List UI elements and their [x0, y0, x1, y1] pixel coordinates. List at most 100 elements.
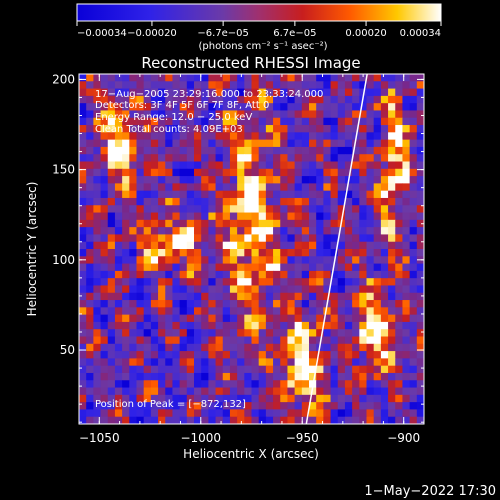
heatmap-cell: [107, 190, 116, 199]
heatmap-cell: [402, 125, 411, 133]
heatmap-cell: [244, 249, 252, 257]
heatmap-cell: [208, 416, 217, 424]
heatmap-cell: [136, 343, 145, 352]
heatmap-cell: [337, 300, 346, 308]
heatmap-cell: [273, 285, 281, 294]
heatmap-cell: [294, 365, 303, 374]
heatmap-cell: [129, 380, 137, 389]
heatmap-cell: [395, 300, 403, 308]
heatmap-cell: [129, 270, 137, 279]
heatmap-cell: [136, 176, 145, 184]
heatmap-cell: [237, 285, 245, 294]
heatmap-cell: [93, 161, 102, 170]
heatmap-cell: [273, 125, 281, 133]
heatmap-cell: [129, 263, 137, 272]
heatmap-cell: [107, 125, 116, 133]
heatmap-cell: [136, 329, 145, 337]
heatmap-cell: [359, 358, 367, 367]
heatmap-cell: [265, 402, 274, 410]
heatmap-cell: [107, 307, 116, 316]
heatmap-cell: [93, 183, 102, 192]
heatmap-cell: [409, 132, 418, 141]
heatmap-cell: [373, 219, 382, 228]
heatmap-cell: [344, 197, 353, 206]
heatmap-cell: [352, 168, 360, 177]
heatmap-cell: [330, 161, 339, 170]
heatmap-cell: [366, 256, 375, 265]
heatmap-cell: [107, 132, 116, 141]
heatmap-cell: [186, 358, 195, 367]
heatmap-cell: [186, 219, 195, 228]
heatmap-cell: [244, 285, 252, 294]
heatmap-cell: [309, 365, 317, 374]
heatmap-cell: [93, 314, 102, 323]
heatmap-cell: [294, 161, 303, 170]
heatmap-cell: [179, 416, 188, 424]
heatmap-cell: [309, 263, 317, 272]
heatmap-cell: [136, 125, 145, 133]
heatmap-cell: [100, 146, 109, 155]
heatmap-cell: [186, 234, 195, 243]
heatmap-cell: [201, 241, 209, 250]
heatmap-cell: [344, 183, 353, 192]
heatmap-cell: [244, 81, 252, 90]
heatmap-cell: [359, 205, 367, 214]
heatmap-cell: [158, 117, 166, 126]
heatmap-cell: [309, 74, 317, 82]
heatmap-cell: [287, 329, 296, 337]
heatmap-cell: [186, 285, 195, 294]
heatmap-cell: [280, 197, 288, 206]
heatmap-cell: [373, 110, 382, 119]
heatmap-cell: [395, 256, 403, 265]
heatmap-cell: [150, 168, 159, 177]
heatmap-cell: [380, 394, 389, 403]
heatmap-cell: [409, 81, 418, 90]
heatmap-cell: [352, 278, 360, 286]
heatmap-cell: [186, 154, 195, 162]
heatmap-cell: [186, 249, 195, 257]
heatmap-cell: [316, 249, 324, 257]
heatmap-cell: [301, 263, 310, 272]
heatmap-cell: [79, 95, 87, 104]
heatmap-cell: [344, 387, 353, 396]
heatmap-cell: [388, 402, 396, 410]
heatmap-cell: [136, 372, 145, 381]
heatmap-cell: [229, 314, 238, 323]
heatmap-cell: [316, 176, 324, 184]
heatmap-cell: [136, 365, 145, 374]
heatmap-cell: [114, 117, 123, 126]
heatmap-cell: [301, 190, 310, 199]
heatmap-cell: [344, 81, 353, 90]
heatmap-cell: [323, 278, 332, 286]
heatmap-cell: [107, 219, 116, 228]
heatmap-cell: [323, 146, 332, 155]
heatmap-cell: [402, 300, 411, 308]
heatmap-cell: [416, 249, 424, 257]
heatmap-cell: [237, 227, 245, 235]
heatmap-cell: [352, 321, 360, 330]
heatmap-cell: [179, 336, 188, 345]
heatmap-cell: [194, 314, 202, 323]
heatmap-cell: [273, 81, 281, 90]
heatmap-cell: [366, 249, 375, 257]
heatmap-cell: [79, 139, 87, 148]
heatmap-cell: [201, 351, 209, 359]
heatmap-cell: [136, 314, 145, 323]
heatmap-cell: [208, 103, 217, 111]
heatmap-cell: [194, 205, 202, 214]
heatmap-cell: [258, 270, 267, 279]
heatmap-cell: [316, 278, 324, 286]
heatmap-cell: [114, 249, 123, 257]
heatmap-cell: [280, 329, 288, 337]
heatmap-cell: [251, 190, 260, 199]
heatmap-cell: [86, 263, 94, 272]
heatmap-cell: [395, 321, 403, 330]
heatmap-cell: [79, 365, 87, 374]
heatmap-cell: [215, 351, 224, 359]
heatmap-cell: [280, 249, 288, 257]
heatmap-cell: [208, 132, 217, 141]
heatmap-cell: [352, 270, 360, 279]
heatmap-cell: [251, 300, 260, 308]
heatmap-cell: [222, 168, 231, 177]
